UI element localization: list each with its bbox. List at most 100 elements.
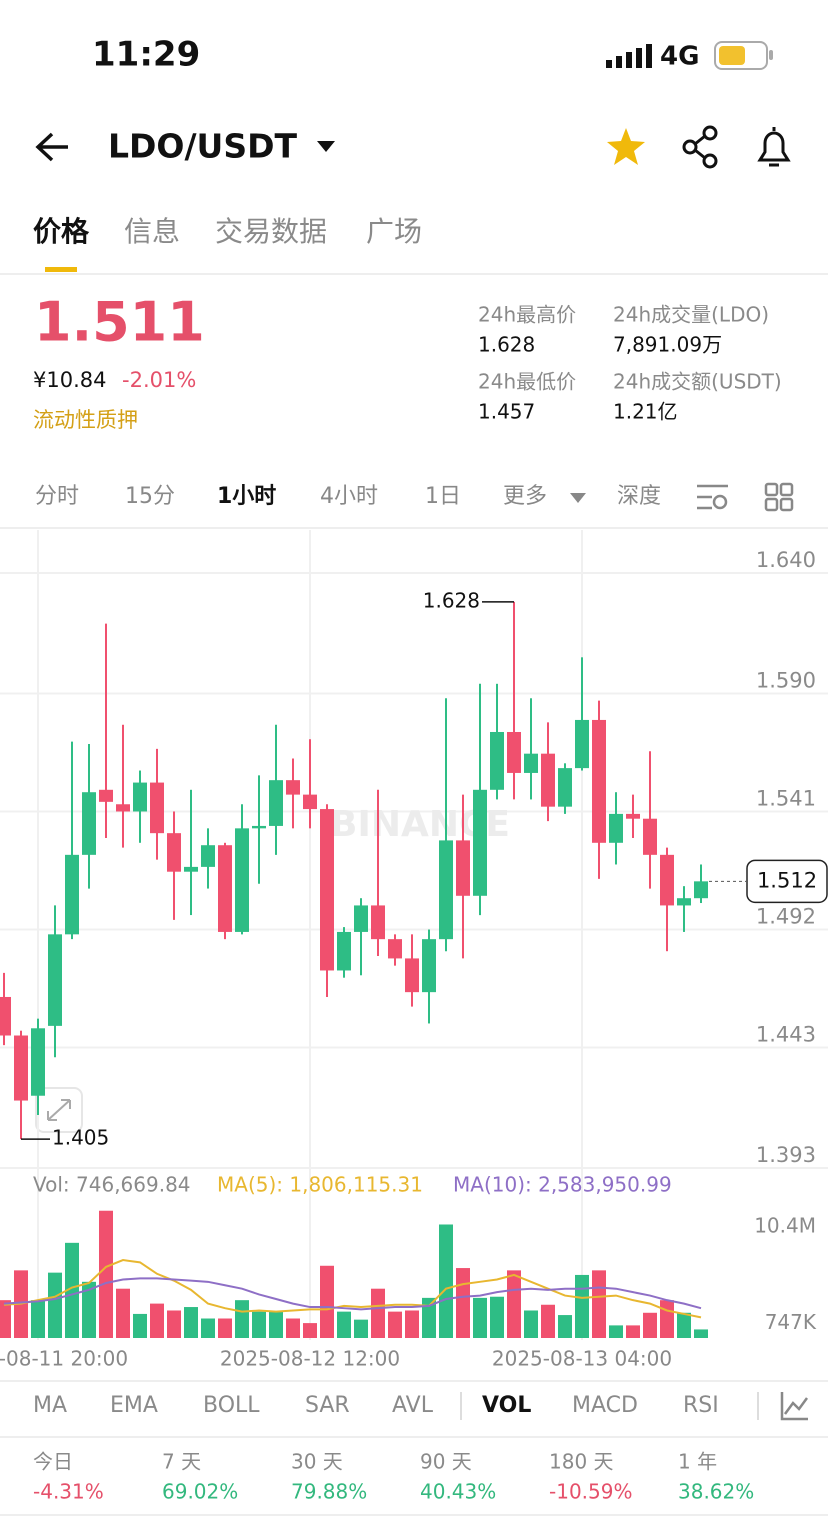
alert-bell[interactable] xyxy=(757,127,791,167)
indicator-tab[interactable]: BOLL xyxy=(203,1393,260,1418)
interval-tab[interactable]: 分时 xyxy=(35,484,79,509)
candle-body xyxy=(643,818,657,855)
candle-body xyxy=(371,905,385,940)
candle-body xyxy=(133,782,147,812)
candle-body xyxy=(99,789,113,802)
stat-label: 24h最低价 xyxy=(478,370,576,394)
candle-body xyxy=(405,958,419,993)
tab[interactable]: 信息 xyxy=(124,215,180,248)
battery-icon xyxy=(714,41,773,70)
indicator-tab[interactable]: EMA xyxy=(110,1393,158,1418)
pair-dropdown[interactable] xyxy=(317,141,335,152)
interval-tab[interactable]: 更多 xyxy=(503,484,547,509)
volume-bar xyxy=(473,1297,487,1338)
stat-value: 1.21亿 xyxy=(613,400,678,424)
period-label: 1 年 xyxy=(678,1450,717,1474)
volume-bar xyxy=(252,1311,266,1338)
volume-bar xyxy=(677,1312,691,1338)
candle-body xyxy=(388,939,402,959)
candle-body xyxy=(116,804,130,812)
volume-ma10-line xyxy=(3,1277,702,1311)
favorite-star[interactable] xyxy=(607,128,645,165)
volume-bar xyxy=(286,1318,300,1338)
last-price: 1.511 xyxy=(34,291,205,354)
candle-body xyxy=(694,881,708,899)
share-button[interactable] xyxy=(682,125,718,169)
period-change: 40.43% xyxy=(420,1480,496,1504)
volume-legend: MA(5): 1,806,115.31 xyxy=(217,1173,423,1197)
candle-body xyxy=(422,939,436,993)
indicator-tab[interactable]: MACD xyxy=(572,1393,638,1418)
period-change: 79.88% xyxy=(291,1480,367,1504)
volume-bar xyxy=(320,1265,334,1338)
chart-settings-icon[interactable] xyxy=(697,484,728,510)
signal-icon xyxy=(606,44,652,68)
layout-icon[interactable] xyxy=(764,482,794,512)
interval-tab[interactable]: 1小时 xyxy=(217,484,276,509)
volume-ma5-line xyxy=(3,1259,702,1319)
y-tick-label: 1.492 xyxy=(756,905,816,929)
volume-bar xyxy=(575,1274,589,1338)
interval-tab[interactable]: 1日 xyxy=(425,484,461,509)
current-price-box xyxy=(746,859,828,904)
volume-bar xyxy=(422,1297,436,1338)
volume-bar xyxy=(82,1281,96,1338)
back-button[interactable] xyxy=(35,132,68,162)
tab[interactable]: 价格 xyxy=(33,215,90,248)
candle-body xyxy=(48,934,62,1026)
volume-bar xyxy=(65,1242,79,1338)
low-label: 1.405 xyxy=(52,1126,109,1150)
interval-tab[interactable]: 4小时 xyxy=(320,484,378,509)
candle-body xyxy=(167,833,181,872)
candle-body xyxy=(541,753,555,807)
volume-bar xyxy=(99,1210,113,1338)
x-tick-label: 2025-08-11 20:00 xyxy=(0,1347,128,1371)
volume-bar xyxy=(48,1272,62,1338)
candle-body xyxy=(677,898,691,906)
cny-price: ¥10.84 xyxy=(33,368,106,392)
volume-bar xyxy=(456,1268,470,1338)
y-tick-label: 1.443 xyxy=(756,1023,816,1047)
volume-bar xyxy=(337,1311,351,1338)
indicator-settings-icon[interactable] xyxy=(780,1392,809,1421)
pair-title[interactable]: LDO/USDT xyxy=(108,127,297,166)
volume-bar xyxy=(558,1315,572,1338)
candle-body xyxy=(252,825,266,829)
volume-bar xyxy=(439,1224,453,1338)
period-change: -4.31% xyxy=(33,1480,104,1504)
volume-bar xyxy=(694,1329,708,1338)
category-tag[interactable]: 流动性质押 xyxy=(33,408,138,432)
volume-bar xyxy=(150,1303,164,1338)
volume-bar xyxy=(388,1311,402,1338)
period-label: 180 天 xyxy=(549,1450,614,1474)
more-dropdown[interactable] xyxy=(570,493,586,503)
candle-body xyxy=(184,866,198,872)
indicator-tab[interactable]: VOL xyxy=(482,1393,531,1418)
price-change: -2.01% xyxy=(122,368,196,392)
interval-tab[interactable]: 15分 xyxy=(125,484,175,509)
volume-bar xyxy=(201,1318,215,1338)
stat-value: 1.628 xyxy=(478,333,535,357)
tab[interactable]: 广场 xyxy=(366,215,422,248)
candle-body xyxy=(337,931,351,971)
indicator-tab[interactable]: SAR xyxy=(305,1393,350,1418)
y-tick-label: 1.393 xyxy=(756,1143,816,1167)
tab[interactable]: 交易数据 xyxy=(215,215,327,248)
period-change: 69.02% xyxy=(162,1480,238,1504)
expand-button[interactable] xyxy=(35,1087,83,1133)
candle-body xyxy=(320,809,334,971)
volume-bar xyxy=(303,1323,317,1338)
period-label: 7 天 xyxy=(162,1450,201,1474)
indicator-tab[interactable]: RSI xyxy=(683,1393,719,1418)
x-tick-label: 2025-08-13 04:00 xyxy=(492,1347,672,1371)
indicator-tab[interactable]: AVL xyxy=(392,1393,434,1418)
indicator-tab[interactable]: MA xyxy=(33,1393,67,1418)
candle-body xyxy=(303,794,317,810)
candle-body xyxy=(0,996,11,1036)
interval-tab[interactable]: 深度 xyxy=(617,484,661,509)
volume-bar xyxy=(133,1313,147,1338)
candle-body xyxy=(286,780,300,795)
period-label: 90 天 xyxy=(420,1450,472,1474)
y-tick-label: 1.640 xyxy=(756,548,816,572)
